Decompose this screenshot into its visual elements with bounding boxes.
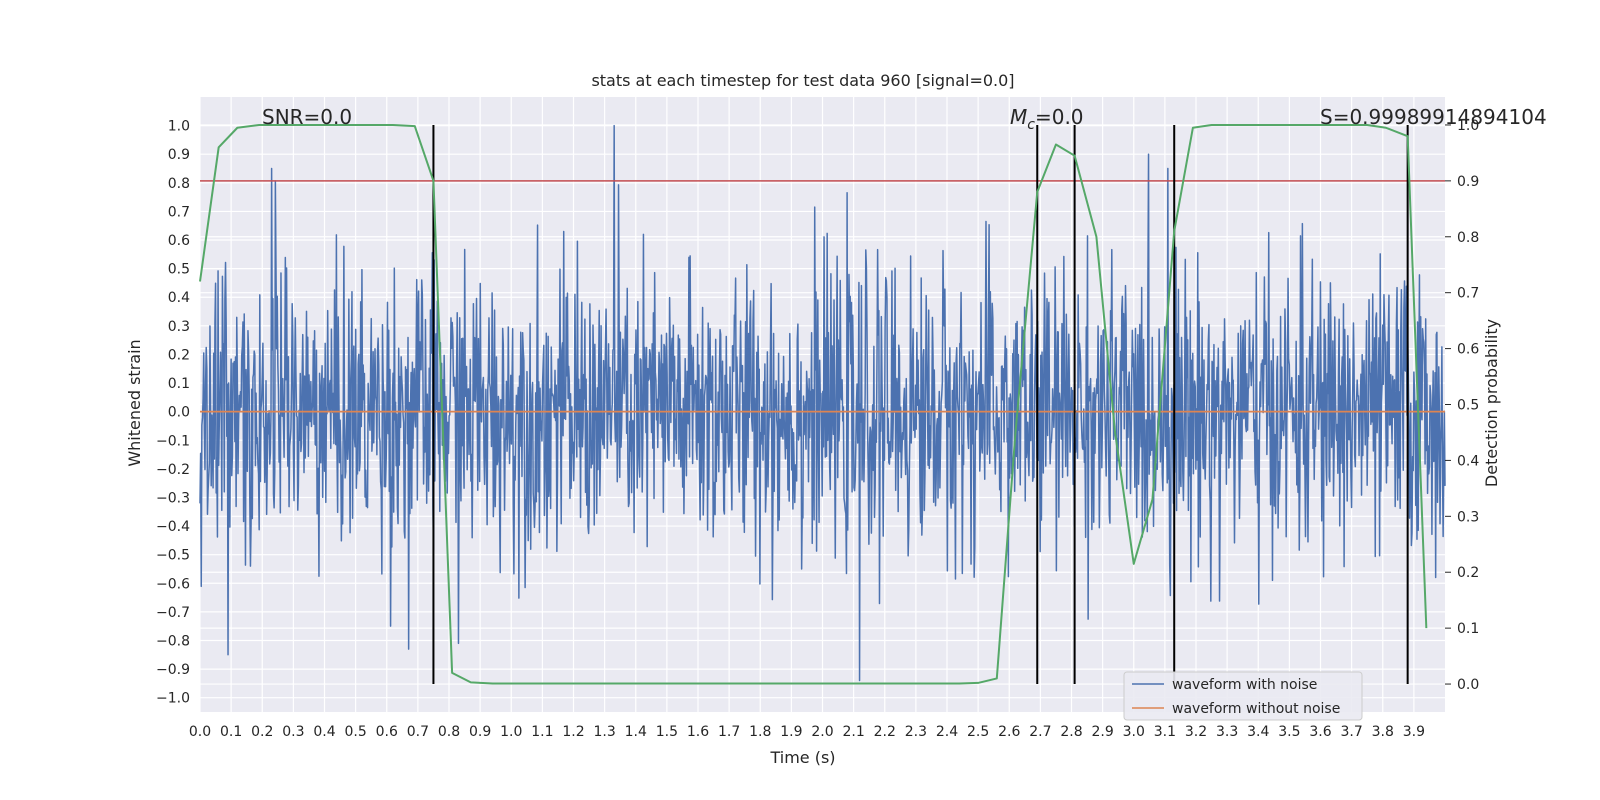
y-left-tick-label: 0.8: [168, 176, 190, 192]
x-tick-label: 3.7: [1340, 724, 1362, 740]
y-left-tick-label: −0.2: [156, 462, 190, 478]
y-left-tick-label: −0.6: [156, 576, 190, 592]
x-tick-label: 1.2: [562, 724, 584, 740]
y-left-tick-label: 0.6: [168, 233, 190, 249]
event-markers: [432, 124, 1409, 685]
y-right-tick-label: 0.3: [1457, 509, 1479, 525]
x-axis-label: Time (s): [769, 748, 835, 767]
y-right-tick-label: 0.0: [1457, 677, 1479, 693]
x-tick-label: 0.1: [220, 724, 242, 740]
score-annotation: S=0.99989914894104: [1320, 105, 1547, 129]
snr-annotation: SNR=0.0: [262, 105, 352, 129]
y-right-tick-label: 0.6: [1457, 342, 1479, 358]
legend-label-clean: waveform without noise: [1172, 701, 1340, 717]
y-axis-right-ticks: 1.0 0.9 0.8 0.7 0.6 0.5 0.4 0.3 0.2 0.1 0.0: [1445, 118, 1479, 693]
y-left-tick-label: −0.9: [156, 662, 190, 678]
y-left-tick-label: 0.5: [168, 262, 190, 278]
x-tick-label: 1.6: [687, 724, 709, 740]
x-tick-label: 2.6: [998, 724, 1020, 740]
y-axis-left-ticks: 1.0 0.9 0.8 0.7 0.6 0.5 0.4 0.3 0.2 0.1 0.0 −0.1 −0.…: [156, 119, 190, 707]
waveform-with-noise-line: [199, 124, 1446, 682]
y-left-tick-label: 0.1: [168, 376, 190, 392]
y-left-tick-label: 0.4: [168, 290, 190, 306]
waveform-with-noise-path: [199, 124, 1446, 682]
x-tick-label: 1.4: [625, 724, 647, 740]
x-tick-label: 0.6: [376, 724, 398, 740]
chirp-mass-value: =0.0: [1035, 105, 1084, 129]
x-tick-label: 1.5: [656, 724, 678, 740]
x-tick-label: 3.8: [1372, 724, 1394, 740]
x-tick-label: 2.5: [967, 724, 989, 740]
x-tick-label: 0.7: [407, 724, 429, 740]
x-tick-label: 3.4: [1247, 724, 1269, 740]
y-right-tick-label: 1.0: [1457, 118, 1479, 134]
chart-title: stats at each timestep for test data 960…: [591, 71, 1014, 90]
x-tick-label: 0.4: [313, 724, 335, 740]
legend: waveform with noise waveform without noi…: [1123, 671, 1363, 721]
y-right-tick-label: 0.5: [1457, 398, 1479, 414]
y-left-tick-label: 0.7: [168, 204, 190, 220]
y-left-tick-label: −0.7: [156, 605, 190, 621]
x-tick-label: 0.0: [189, 724, 211, 740]
x-tick-label: 3.6: [1309, 724, 1331, 740]
x-tick-label: 1.0: [500, 724, 522, 740]
y-left-tick-label: 1.0: [168, 119, 190, 135]
y-left-tick-label: −0.4: [156, 519, 190, 535]
x-tick-label: 3.1: [1154, 724, 1176, 740]
y-right-tick-label: 0.8: [1457, 230, 1479, 246]
y-axis-right-label: Detection probability: [1482, 319, 1501, 487]
y-right-tick-label: 0.2: [1457, 565, 1479, 581]
x-tick-label: 3.3: [1216, 724, 1238, 740]
x-tick-label: 1.8: [749, 724, 771, 740]
y-left-tick-label: −0.5: [156, 548, 190, 564]
y-right-tick-label: 0.7: [1457, 286, 1479, 302]
x-tick-label: 2.7: [1029, 724, 1051, 740]
y-left-tick-label: 0.0: [168, 405, 190, 421]
y-left-tick-label: 0.2: [168, 347, 190, 363]
y-left-tick-label: −1.0: [156, 691, 190, 707]
y-axis-left-label: Whitened strain: [125, 339, 144, 466]
chirp-mass-symbol: M: [1010, 105, 1027, 129]
x-tick-label: 3.9: [1403, 724, 1425, 740]
x-tick-label: 2.2: [874, 724, 896, 740]
y-right-tick-label: 0.4: [1457, 453, 1479, 469]
x-tick-label: 1.3: [593, 724, 615, 740]
x-tick-label: 2.1: [842, 724, 864, 740]
y-left-tick-label: −0.1: [156, 433, 190, 449]
x-tick-label: 3.2: [1185, 724, 1207, 740]
x-tick-label: 2.0: [811, 724, 833, 740]
y-right-tick-label: 0.1: [1457, 621, 1479, 637]
y-left-tick-label: 0.3: [168, 319, 190, 335]
detection-probability-line: [199, 123, 1428, 685]
x-tick-label: 1.1: [531, 724, 553, 740]
x-tick-label: 1.9: [780, 724, 802, 740]
x-tick-label: 1.7: [718, 724, 740, 740]
x-tick-label: 2.3: [905, 724, 927, 740]
legend-label-noise: waveform with noise: [1172, 677, 1317, 693]
x-tick-label: 3.0: [1123, 724, 1145, 740]
x-tick-label: 2.4: [936, 724, 958, 740]
chirp-mass-subscript: c: [1027, 117, 1035, 133]
y-left-tick-label: 0.9: [168, 147, 190, 163]
x-tick-label: 0.9: [469, 724, 491, 740]
x-axis-ticks: 0.0 0.1 0.2 0.3 0.4 0.5 0.6 0.7 0.8 0.9 1.0 1.1 1.2 1…: [189, 724, 1425, 740]
x-tick-label: 0.2: [251, 724, 273, 740]
y-right-tick-label: 0.9: [1457, 174, 1479, 190]
x-tick-label: 3.5: [1278, 724, 1300, 740]
chirp-mass-annotation: Mc=0.0: [1010, 105, 1084, 133]
y-left-tick-label: −0.8: [156, 633, 190, 649]
x-tick-label: 0.5: [344, 724, 366, 740]
x-tick-label: 2.9: [1091, 724, 1113, 740]
x-tick-label: 0.3: [282, 724, 304, 740]
detection-probability-path: [199, 123, 1428, 685]
y-left-tick-label: −0.3: [156, 490, 190, 506]
x-tick-label: 2.8: [1060, 724, 1082, 740]
x-tick-label: 0.8: [438, 724, 460, 740]
legend-box: [1123, 671, 1363, 721]
